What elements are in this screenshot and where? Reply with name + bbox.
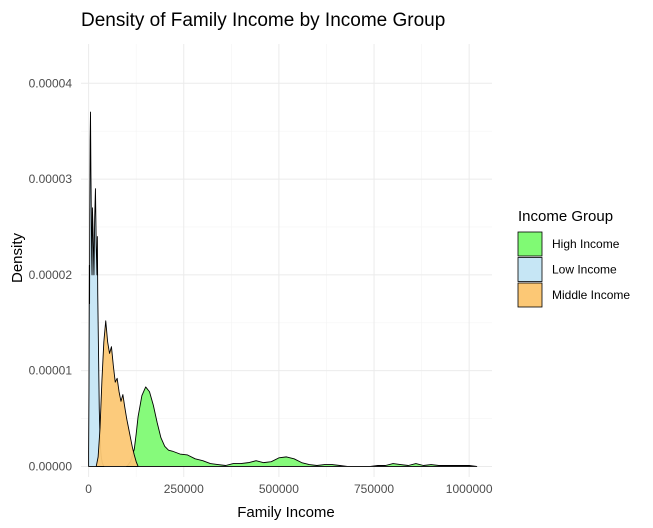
x-tick-label: 1000000 bbox=[446, 482, 493, 496]
y-axis-title: Density bbox=[9, 232, 26, 283]
x-tick-label: 250000 bbox=[164, 482, 204, 496]
legend-label-high-income: High Income bbox=[552, 237, 620, 251]
legend-label-middle-income: Middle Income bbox=[552, 288, 630, 302]
legend-label-low-income: Low Income bbox=[552, 263, 617, 277]
y-tick-label: 0.00003 bbox=[29, 172, 73, 186]
x-tick-label: 0 bbox=[85, 482, 92, 496]
x-tick-label: 500000 bbox=[259, 482, 299, 496]
density-area-middle-income bbox=[95, 320, 139, 467]
legend-title: Income Group bbox=[518, 208, 613, 225]
y-tick-label: 0.00001 bbox=[29, 364, 73, 378]
x-axis-tick-labels: 0 250000 500000 750000 1000000 bbox=[85, 482, 493, 496]
legend: Income Group High Income Low Income Middle… bbox=[517, 208, 630, 308]
chart-title: Density of Family Income by Income Group bbox=[81, 10, 445, 31]
y-tick-label: 0.00004 bbox=[29, 76, 73, 90]
x-tick-label: 750000 bbox=[354, 482, 394, 496]
legend-swatch-high-income bbox=[517, 231, 543, 257]
legend-items: High Income Low Income Middle Income bbox=[517, 231, 630, 308]
y-tick-label: 0.00002 bbox=[29, 268, 73, 282]
legend-swatch-low-income bbox=[517, 257, 543, 282]
legend-swatch-middle-income bbox=[517, 282, 543, 308]
y-tick-label: 0.00000 bbox=[29, 459, 73, 473]
x-axis-title: Family Income bbox=[237, 504, 335, 521]
density-areas bbox=[88, 111, 478, 467]
density-area-high-income bbox=[126, 386, 478, 467]
y-axis-tick-labels: 0.00000 0.00001 0.00002 0.00003 0.00004 bbox=[29, 76, 73, 473]
